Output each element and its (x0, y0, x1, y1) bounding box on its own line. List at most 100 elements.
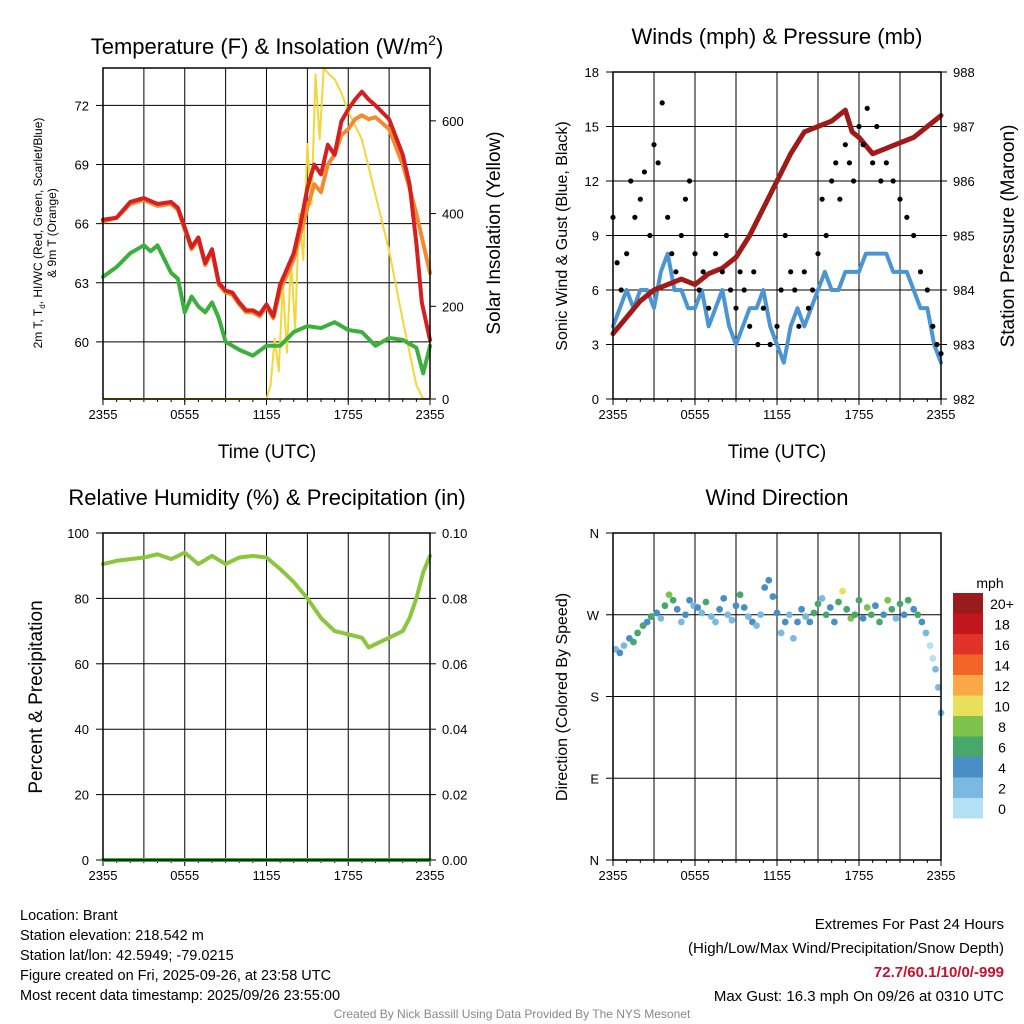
legend-swatch (953, 695, 983, 716)
wind-direction-point (831, 618, 838, 626)
x-tick-label: 0555 (170, 407, 199, 422)
gust-point (890, 178, 896, 184)
gust-point (864, 105, 870, 111)
y2-tick-label: 988 (953, 65, 975, 80)
y2-tick-label: 0.02 (442, 788, 467, 803)
gust-point (719, 269, 725, 275)
gust-point (829, 178, 835, 184)
wind-direction-point (794, 618, 801, 626)
max-gust: Max Gust: 16.3 mph On 09/26 at 0310 UTC (713, 988, 1004, 1005)
recent-timestamp: Most recent data timestamp: 2025/09/26 2… (20, 988, 341, 1004)
y-tick-label: S (590, 690, 599, 705)
gust-point (712, 251, 719, 257)
wind-direction-point (892, 614, 900, 622)
dir-ylabel: Direction (Colored By Speed) (554, 593, 571, 801)
temp-xlabel: Time (UTC) (218, 442, 317, 463)
gust-point (796, 323, 802, 329)
gust-point (904, 214, 910, 220)
y-tick-label: 69 (75, 158, 89, 173)
extremes-values: 72.7/60.1/10/0/-999 (873, 964, 1004, 981)
legend-swatch (953, 593, 983, 614)
sonic-wind-line (611, 251, 943, 365)
station-pressure-line (610, 107, 944, 337)
y2-tick-label: 985 (953, 229, 975, 244)
credit: Created By Nick Bassill Using Data Provi… (333, 1007, 691, 1021)
temp-ylabel: 2m T, Td, HI/WC (Red, Green, Scarlet/Blu… (31, 118, 47, 349)
wind-direction-point (859, 614, 867, 622)
legend-swatch (953, 736, 983, 757)
y-tick-label: 60 (75, 335, 89, 350)
wind-direction-point (634, 629, 641, 637)
wind-ylabel: Sonic Wind & Gust (Blue, Black) (554, 121, 571, 350)
created: Figure created on Fri, 2025-09-26, at 23… (20, 968, 332, 984)
wind-direction-point (661, 602, 669, 610)
gust-point (641, 169, 648, 175)
wind-xlabel: Time (UTC) (728, 442, 827, 463)
x-tick-label: 2355 (927, 407, 956, 422)
legend-label: 12 (994, 678, 1010, 694)
x-tick-label: 1755 (334, 868, 363, 883)
y2-tick-label: 200 (442, 299, 464, 314)
y-tick-label: E (590, 771, 599, 786)
wind-direction-point (753, 622, 760, 630)
y2-tick-label: 0.04 (442, 722, 467, 737)
wind-direction-point (698, 609, 706, 617)
gust-point (833, 160, 839, 166)
gust-point (778, 287, 784, 293)
y-tick-label: 9 (592, 229, 599, 244)
legend-swatch (953, 798, 983, 819)
legend-label: 0 (998, 801, 1006, 817)
wind-direction-point (904, 596, 912, 604)
wind-direction-point (843, 605, 851, 613)
legend-label: 4 (998, 760, 1006, 776)
wind-direction-point (736, 591, 744, 599)
gust-point (700, 269, 706, 275)
gust-point (917, 269, 924, 275)
wind-direction-point (790, 634, 797, 642)
location: Location: Brant (20, 908, 118, 924)
x-tick-label: 0555 (170, 868, 199, 883)
gust-point (874, 123, 880, 130)
solar-insolation-line (102, 67, 431, 400)
legend-swatch (953, 654, 983, 675)
gust-point (632, 214, 638, 220)
extremes: Extremes For Past 24 Hours (High/Low/Max… (688, 913, 1004, 1009)
wind-direction-point (806, 618, 814, 626)
gust-point (733, 305, 739, 311)
gust-point (624, 251, 630, 257)
relative-humidity-line (101, 550, 432, 650)
gust-point (842, 142, 848, 148)
y2-tick-label: 600 (442, 114, 464, 129)
wind-direction-point (884, 596, 892, 604)
wind-direction-point (822, 611, 830, 619)
x-tick-label: 2355 (89, 868, 118, 883)
x-tick-label: 2355 (416, 868, 445, 883)
gust-point (682, 196, 689, 202)
wind-direction-point (863, 604, 871, 611)
wind-direction-point (896, 600, 904, 608)
wind-direction-point (769, 593, 777, 600)
gust-point (637, 196, 643, 202)
speed-legend: 20+ 18 16 14 12 10 8 6 4 2 0 (953, 593, 1014, 819)
legend-swatch (953, 634, 983, 655)
gust-point (647, 232, 653, 239)
wind-direction-point (677, 618, 685, 626)
wind-direction-point (682, 611, 689, 619)
x-tick-label: 1755 (845, 407, 874, 422)
legend-label: 18 (994, 617, 1010, 633)
wind-direction-point (802, 613, 810, 620)
wind-chart: 2355 0555 1155 1755 235503691215189829839849… (585, 65, 975, 422)
wind-direction-point (867, 611, 875, 619)
gust-point (659, 100, 665, 106)
gust-point (767, 341, 773, 348)
wind-direction-point (765, 576, 773, 584)
gust-point (774, 323, 780, 329)
x-tick-label: 2355 (927, 868, 956, 883)
plot-frame (612, 532, 942, 861)
y2-tick-label: 983 (953, 338, 975, 353)
y-tick-label: N (590, 526, 599, 541)
x-tick-label: 1755 (845, 868, 874, 883)
wind-y2label: Station Pressure (Maroon) (998, 125, 1019, 348)
legend-title: mph (976, 575, 1003, 591)
y-tick-label: 6 (592, 283, 599, 298)
